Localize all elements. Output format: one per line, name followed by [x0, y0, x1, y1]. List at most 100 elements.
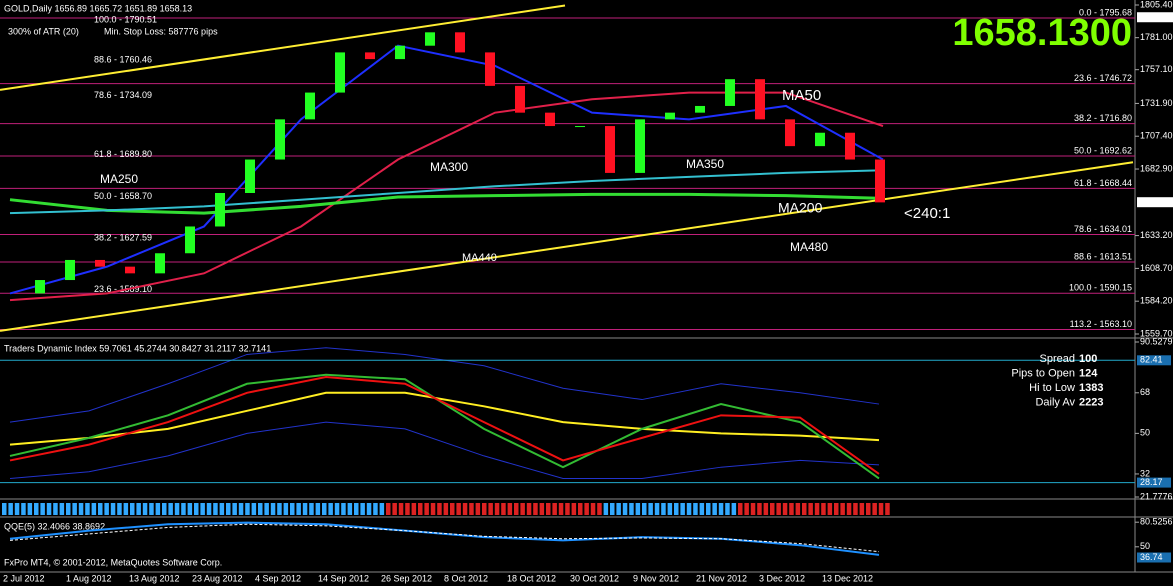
- trend-block: [379, 503, 385, 515]
- high-box-label: 1796.26: [1140, 12, 1173, 22]
- trend-block: [40, 503, 45, 515]
- candle: [305, 92, 315, 120]
- trend-block: [91, 503, 97, 515]
- x-tick-label: 13 Dec 2012: [822, 573, 873, 583]
- fib-label: 88.6 - 1613.51: [1074, 251, 1132, 261]
- trend-block: [270, 503, 276, 515]
- trend-block: [578, 503, 583, 515]
- tdi-line: [9, 373, 880, 480]
- candle: [785, 119, 795, 147]
- trend-block: [155, 503, 161, 515]
- current-price-label: 1658.13: [1140, 197, 1173, 207]
- trend-block: [725, 503, 730, 515]
- trend-block: [610, 503, 615, 515]
- trend-block: [200, 503, 205, 515]
- x-tick-label: 13 Aug 2012: [129, 573, 180, 583]
- trend-block: [136, 503, 141, 515]
- trend-block: [834, 503, 839, 515]
- trend-block: [117, 503, 122, 515]
- x-tick-label: 4 Sep 2012: [255, 573, 301, 583]
- ma-label: MA480: [790, 240, 828, 254]
- candle: [125, 266, 135, 274]
- stat-label: Spread: [1040, 353, 1075, 365]
- trend-block: [488, 503, 493, 515]
- trend-block: [840, 503, 845, 515]
- y-tick-label: 1781.00: [1140, 32, 1173, 42]
- fib-label: 78.6 - 1634.01: [1074, 224, 1132, 234]
- y-tick-label: 1707.40: [1140, 131, 1173, 141]
- trend-block: [450, 503, 455, 515]
- candle: [335, 52, 345, 93]
- qqe-title: QQE(5) 32.4066 38.8692: [4, 521, 105, 531]
- ma-label: MA440: [462, 252, 497, 264]
- trend-block: [226, 503, 231, 515]
- trend-block: [584, 503, 589, 515]
- trend-block: [386, 503, 391, 515]
- stat-value: 124: [1079, 367, 1098, 379]
- trendline: [0, 161, 1134, 332]
- x-tick-label: 23 Aug 2012: [192, 573, 243, 583]
- candle: [95, 259, 105, 267]
- y-tick-label: 32: [1140, 468, 1150, 478]
- trend-block: [744, 503, 749, 515]
- candle: [455, 32, 465, 53]
- y-tick-label: 1805.40: [1140, 0, 1173, 9]
- x-tick-label: 8 Oct 2012: [444, 573, 488, 583]
- ma-label: MA250: [100, 172, 138, 186]
- x-tick-label: 2 Jul 2012: [3, 573, 45, 583]
- candle: [545, 112, 555, 127]
- trend-block: [456, 503, 461, 515]
- x-tick-label: 14 Sep 2012: [318, 573, 369, 583]
- trend-block: [443, 503, 449, 515]
- candle: [275, 119, 285, 160]
- trend-block: [782, 503, 788, 515]
- trend-block: [494, 503, 500, 515]
- trend-block: [674, 503, 679, 515]
- trend-block: [411, 503, 417, 515]
- trend-block: [66, 503, 71, 515]
- moving-average: [9, 91, 884, 302]
- x-tick-label: 26 Sep 2012: [381, 573, 432, 583]
- trend-block: [654, 503, 660, 515]
- trend-block: [78, 503, 84, 515]
- x-tick-label: 3 Dec 2012: [759, 573, 805, 583]
- trend-block: [130, 503, 135, 515]
- trend-block: [552, 503, 557, 515]
- trend-block: [635, 503, 641, 515]
- trend-block: [597, 503, 602, 515]
- candle: [395, 45, 405, 60]
- fib-label: 50.0 - 1692.62: [1074, 145, 1132, 155]
- trend-block: [667, 503, 673, 515]
- qqe-line: [9, 523, 880, 553]
- trend-block: [558, 503, 564, 515]
- candle: [155, 253, 165, 274]
- y-tick-label: 1584.20: [1140, 296, 1173, 306]
- tdi-title: Traders Dynamic Index 59.7061 45.2744 30…: [4, 343, 271, 353]
- trend-block: [347, 503, 353, 515]
- trend-block: [507, 503, 513, 515]
- trend-block: [686, 503, 692, 515]
- trend-block: [302, 503, 308, 515]
- candle: [575, 126, 585, 128]
- y-tick-label: 50: [1140, 428, 1150, 438]
- trend-block: [533, 503, 538, 515]
- trend-block: [616, 503, 621, 515]
- trend-block: [334, 503, 340, 515]
- trend-block: [622, 503, 628, 515]
- trend-block: [181, 503, 186, 515]
- trend-block: [706, 503, 711, 515]
- trend-block: [187, 503, 193, 515]
- y-tick-label: 1633.20: [1140, 230, 1173, 240]
- trend-block: [661, 503, 666, 515]
- candle: [725, 79, 735, 106]
- trend-block: [2, 503, 7, 515]
- fib-label: 38.2 - 1716.80: [1074, 113, 1132, 123]
- fib-label: 61.8 - 1689.80: [94, 149, 152, 159]
- candle: [245, 159, 255, 193]
- trend-block: [168, 503, 173, 515]
- trend-block: [590, 503, 596, 515]
- trend-block: [59, 503, 65, 515]
- candle: [605, 126, 615, 173]
- trend-block: [373, 503, 378, 515]
- trend-block: [264, 503, 269, 515]
